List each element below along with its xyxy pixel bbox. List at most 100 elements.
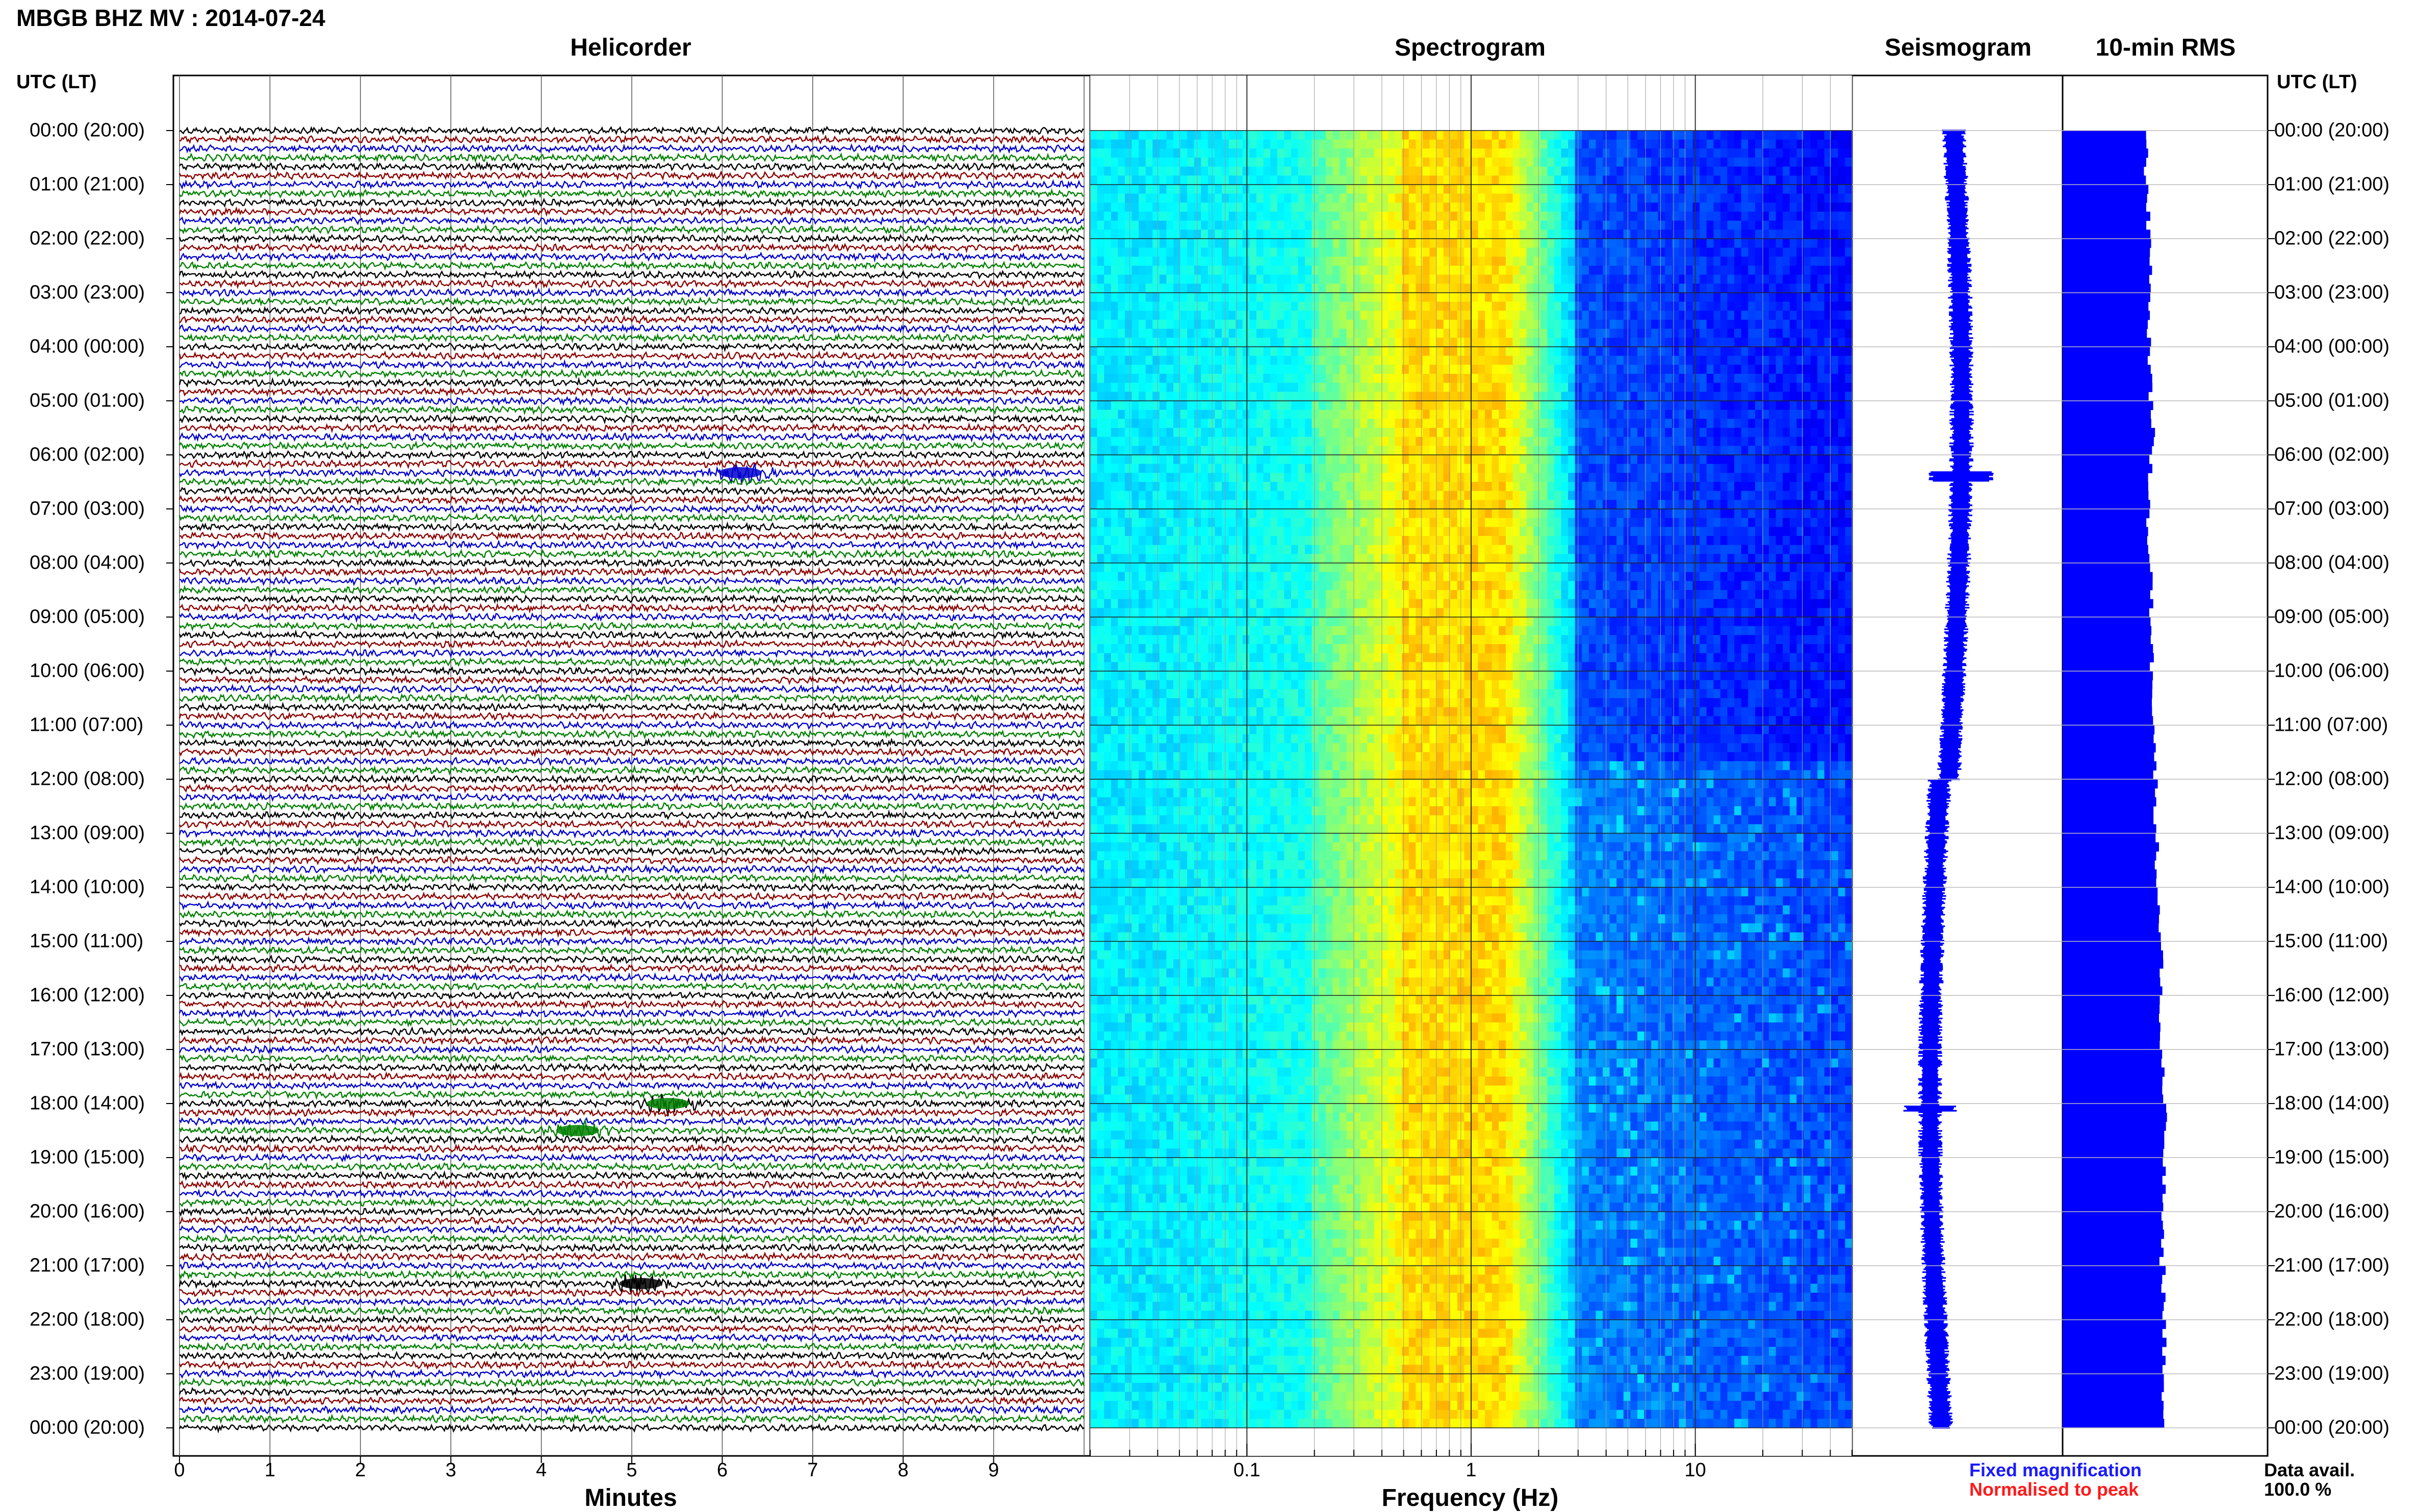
spectrogram-cell [1229, 707, 1236, 716]
spectrogram-cell [1305, 1275, 1312, 1284]
spectrogram-cell [1125, 374, 1132, 383]
spectrogram-cell [1160, 1302, 1167, 1311]
spectrogram-cell [1291, 491, 1298, 500]
spectrogram-cell [1305, 1329, 1312, 1338]
spectrogram-cell [1312, 1022, 1319, 1032]
spectrogram-cell [1152, 419, 1160, 428]
spectrogram-cell [1243, 599, 1250, 608]
spectrogram-cell [1132, 924, 1139, 933]
spectrogram-cell [1312, 329, 1319, 338]
spectrogram-cell [1097, 293, 1104, 302]
spectrogram-cell [1215, 680, 1222, 689]
spectrogram-cell [1139, 455, 1146, 464]
spectrogram-cell [1215, 1077, 1222, 1086]
spectrogram-cell [1243, 896, 1250, 906]
spectrogram-cell [1229, 878, 1236, 887]
spectrogram-cell [1097, 1212, 1104, 1221]
spectrogram-cell [1256, 1040, 1264, 1049]
spectrogram-cell [1160, 266, 1167, 275]
spectrogram-cell [1208, 1175, 1215, 1185]
spectrogram-cell [1243, 1175, 1250, 1185]
spectrogram-cell [1097, 743, 1104, 752]
spectrogram-cell [1194, 1320, 1201, 1329]
spectrogram-cell [1139, 248, 1146, 257]
spectrogram-cell [1139, 401, 1146, 410]
spectrogram-cell [1160, 293, 1167, 302]
spectrogram-cell [1249, 644, 1256, 653]
spectrogram-cell [1146, 1121, 1153, 1131]
spectrogram-cell [1111, 707, 1118, 716]
spectrogram-cell [1152, 554, 1160, 563]
spectrogram-cell [1229, 1077, 1236, 1086]
spectrogram-cell [1249, 365, 1256, 374]
spectrogram-cell [1187, 167, 1194, 176]
spectrogram-cell [1090, 329, 1097, 338]
spectrogram-cell [1125, 148, 1132, 158]
spectrogram-cell [1208, 671, 1215, 680]
spectrogram-cell [1104, 833, 1111, 842]
spectrogram-cell [1139, 356, 1146, 365]
spectrogram-cell [1118, 761, 1125, 771]
spectrogram-cell [1229, 158, 1236, 167]
spectrogram-cell [1111, 1104, 1118, 1113]
spectrogram-cell [1249, 635, 1256, 644]
spectrogram-cell [1298, 752, 1305, 761]
spectrogram-cell [1125, 509, 1132, 518]
spectrogram-cell [1305, 392, 1312, 401]
spectrogram-cell [1312, 1140, 1319, 1149]
spectrogram-cell [1194, 428, 1201, 437]
spectrogram-cell [1312, 1284, 1319, 1293]
spectrogram-cell [1256, 1131, 1264, 1140]
spectrogram-cell [1256, 617, 1264, 626]
spectrogram-cell [1152, 1338, 1160, 1347]
spectrogram-cell [1249, 148, 1256, 158]
spectrogram-cell [1277, 860, 1284, 869]
spectrogram-cell [1090, 1148, 1097, 1158]
spectrogram-cell [1243, 1248, 1250, 1257]
spectrogram-cell [1291, 905, 1298, 914]
spectrogram-cell [1097, 1374, 1104, 1383]
spectrogram-cell [1160, 248, 1167, 257]
spectrogram-cell [1298, 365, 1305, 374]
spectrogram-cell [1305, 1086, 1312, 1095]
spectrogram-cell [1270, 572, 1277, 581]
spectrogram-cell [1229, 959, 1236, 968]
spectrogram-cell [1194, 1175, 1201, 1185]
spectrogram-cell [1160, 572, 1167, 581]
spectrogram-cell [1291, 1121, 1298, 1131]
spectrogram-cell [1284, 653, 1291, 662]
spectrogram-cell [1243, 1356, 1250, 1365]
spectrogram-cell [1312, 905, 1319, 914]
spectrogram-cell [1194, 1257, 1201, 1266]
spectrogram-cell [1139, 1167, 1146, 1176]
spectrogram-cell [1139, 770, 1146, 779]
spectrogram-cell [1243, 1140, 1250, 1149]
spectrogram-cell [1160, 644, 1167, 653]
spectrogram-cell [1146, 1005, 1153, 1014]
spectrogram-cell [1090, 1320, 1097, 1329]
spectrogram-cell [1118, 941, 1125, 951]
spectrogram-cell [1284, 689, 1291, 698]
spectrogram-cell [1097, 392, 1104, 401]
spectrogram-cell [1139, 978, 1146, 987]
spectrogram-cell [1166, 1221, 1173, 1230]
spectrogram-cell [1208, 860, 1215, 869]
spectrogram-cell [1146, 924, 1153, 933]
spectrogram-cell [1201, 419, 1208, 428]
spectrogram-cell [1146, 1383, 1153, 1392]
spectrogram-cell [1215, 185, 1222, 194]
spectrogram-cell [1111, 653, 1118, 662]
spectrogram-cell [1194, 473, 1201, 482]
spectrogram-cell [1243, 518, 1250, 527]
spectrogram-cell [1298, 1185, 1305, 1194]
spectrogram-cell [1298, 257, 1305, 266]
spectrogram-cell [1166, 806, 1173, 815]
spectrogram-cell [1291, 1049, 1298, 1059]
spectrogram-cell [1291, 365, 1298, 374]
spectrogram-cell [1146, 554, 1153, 563]
spectrogram-cell [1305, 1094, 1312, 1104]
spectrogram-cell [1256, 1293, 1264, 1302]
spectrogram-cell [1243, 608, 1250, 617]
spectrogram-cell [1277, 1356, 1284, 1365]
spectrogram-cell [1132, 1032, 1139, 1041]
